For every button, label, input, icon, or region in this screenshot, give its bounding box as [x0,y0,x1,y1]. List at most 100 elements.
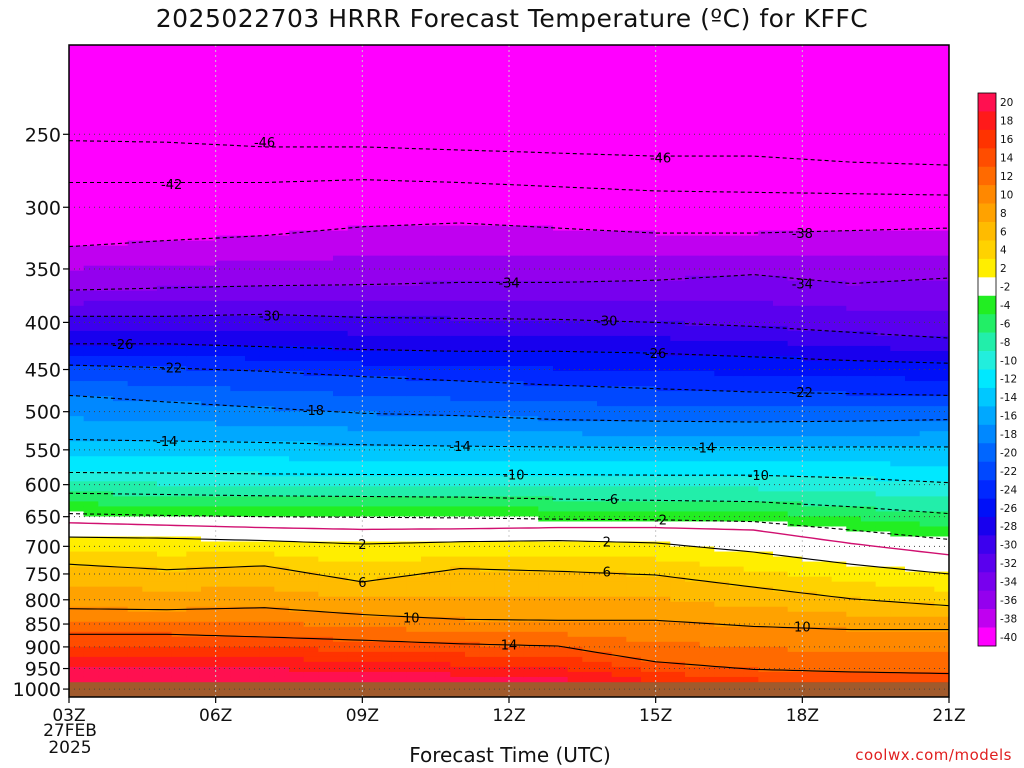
field-cell [259,175,275,182]
field-cell [245,381,261,387]
field-cell [567,170,583,176]
field-cell [113,65,129,71]
field-cell [245,581,261,588]
field-cell [215,220,231,227]
field-cell [479,671,495,678]
field-cell [142,531,158,538]
field-cell [553,481,569,487]
field-cell [98,576,114,583]
field-cell [157,611,173,618]
field-cell [597,401,613,407]
field-cell [391,325,407,332]
field-cell [479,431,495,437]
field-cell [83,541,99,548]
field-cell [83,471,99,477]
field-cell [186,330,202,337]
field-cell [597,541,613,548]
field-cell [113,320,129,327]
field-cell [259,170,275,176]
field-cell [362,516,378,523]
field-cell [567,265,583,272]
field-cell [597,50,613,56]
field-cell [171,411,187,417]
field-cell [391,150,407,156]
field-cell [377,616,393,623]
field-cell [127,65,143,71]
field-cell [435,651,451,658]
field-cell [171,120,187,126]
field-cell [113,546,129,553]
field-cell [347,75,363,81]
field-cell [83,561,99,568]
field-cell [289,456,305,462]
field-cell [83,85,99,91]
field-cell [230,300,246,307]
field-cell [289,115,305,121]
field-cell [201,586,217,593]
field-cell [465,581,481,588]
field-cell [494,260,510,267]
field-cell [450,325,466,332]
field-cell [186,571,202,578]
field-cell [479,401,495,407]
field-cell [259,180,275,187]
field-cell [274,310,290,317]
field-cell [274,561,290,568]
field-cell [259,90,275,96]
field-cell [479,115,495,121]
field-cell [362,376,378,382]
field-cell [347,120,363,126]
field-cell [611,300,627,307]
field-cell [259,636,275,643]
field-cell [494,300,510,307]
field-cell [245,145,261,151]
field-cell [171,60,187,66]
field-cell [347,200,363,207]
field-cell [479,285,495,292]
field-cell [509,551,525,558]
field-cell [333,486,349,492]
field-cell [127,175,143,182]
field-cell [450,651,466,658]
field-cell [406,406,422,412]
field-cell [303,561,319,568]
field-cell [215,526,231,533]
field-cell [435,646,451,653]
field-cell [289,416,305,422]
field-cell [186,451,202,457]
field-cell [230,45,246,51]
field-cell [274,636,290,643]
field-cell [538,501,554,508]
field-cell [377,195,393,202]
field-cell [230,561,246,568]
field-cell [421,636,437,643]
field-cell [626,250,642,257]
field-cell [98,436,114,442]
field-cell [479,275,495,282]
field-cell [377,581,393,588]
field-cell [274,110,290,116]
field-cell [201,541,217,548]
field-cell [171,135,187,141]
field-cell [318,235,334,242]
field-cell [450,501,466,508]
field-cell [567,636,583,643]
field-cell [611,290,627,297]
field-cell [377,461,393,467]
field-cell [509,676,525,683]
field-cell [391,115,407,121]
field-cell [230,210,246,217]
field-cell [127,330,143,337]
field-cell [289,671,305,678]
field-cell [333,255,349,262]
field-cell [567,100,583,106]
field-cell [142,230,158,237]
field-cell [538,571,554,578]
field-cell [289,260,305,267]
field-cell [479,636,495,643]
field-cell [362,140,378,146]
field-cell [406,441,422,447]
field-cell [274,431,290,437]
field-cell [494,391,510,397]
field-cell [303,436,319,442]
